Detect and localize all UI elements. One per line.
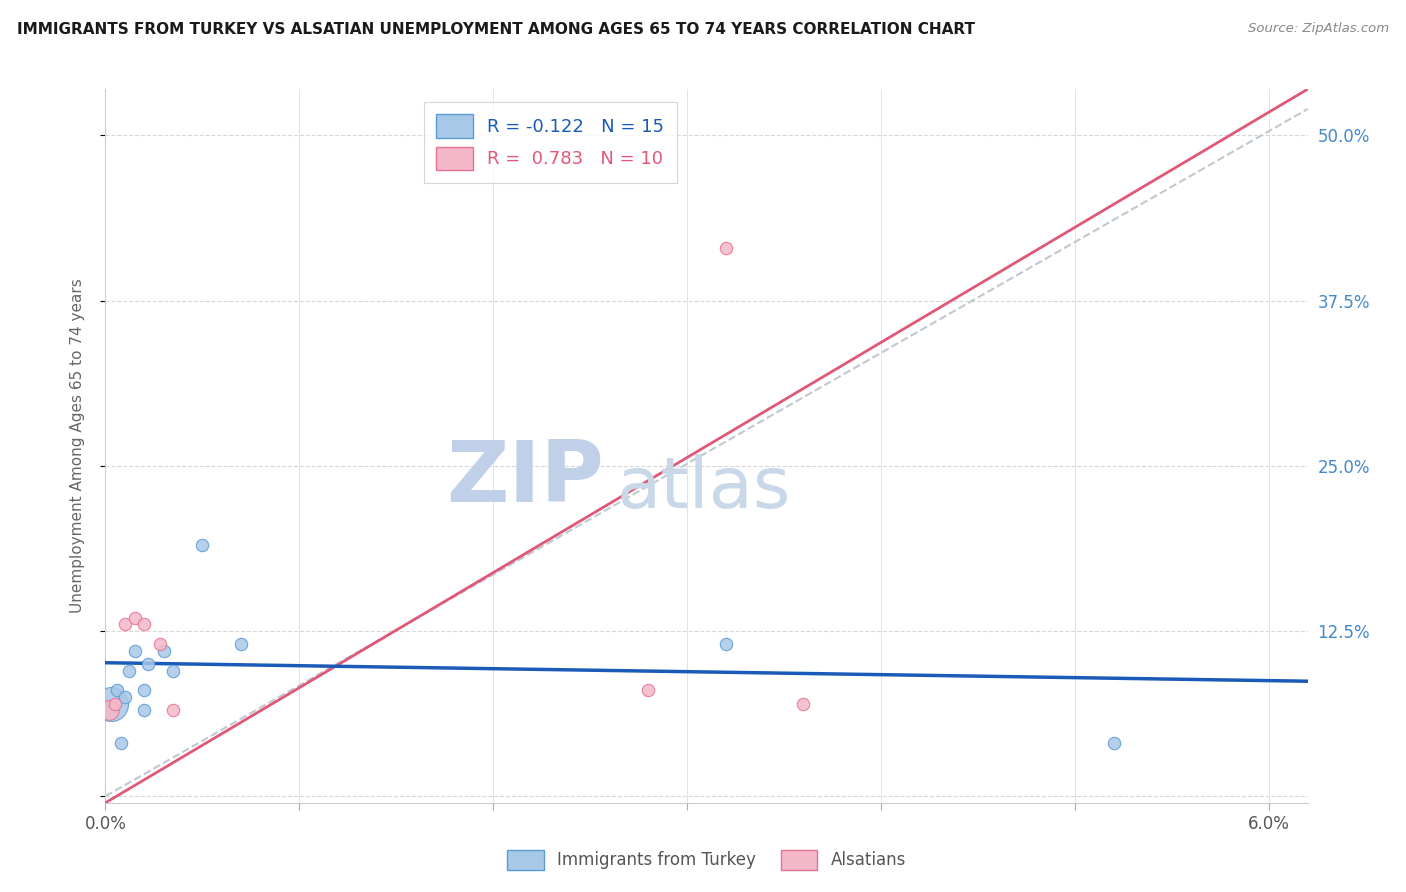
Point [162,664,184,678]
Y-axis label: Unemployment Among Ages 65 to 74 years: Unemployment Among Ages 65 to 74 years [70,278,84,614]
Point [162,703,184,717]
Point [100,697,122,711]
Point [231,637,253,651]
Point [637,683,659,698]
Legend: Immigrants from Turkey, Alsatians: Immigrants from Turkey, Alsatians [501,843,912,877]
Point [105,683,128,698]
Text: Source: ZipAtlas.com: Source: ZipAtlas.com [1249,22,1389,36]
Point [134,703,156,717]
Point [1102,736,1125,750]
Point [134,683,156,698]
Text: ZIP: ZIP [447,436,605,520]
Point [714,241,737,255]
Point [152,644,174,658]
Point [792,697,814,711]
Point [114,690,136,704]
Point [134,617,156,632]
Text: atlas: atlas [616,454,790,524]
Point [124,611,146,625]
Point [149,637,172,651]
Point [114,617,136,632]
Point [714,637,737,651]
Point [191,538,214,552]
Point [104,697,127,711]
Point [98,703,121,717]
Point [136,657,159,671]
Point [118,664,141,678]
Text: IMMIGRANTS FROM TURKEY VS ALSATIAN UNEMPLOYMENT AMONG AGES 65 TO 74 YEARS CORREL: IMMIGRANTS FROM TURKEY VS ALSATIAN UNEMP… [17,22,974,37]
Point [124,644,146,658]
Point [110,736,132,750]
